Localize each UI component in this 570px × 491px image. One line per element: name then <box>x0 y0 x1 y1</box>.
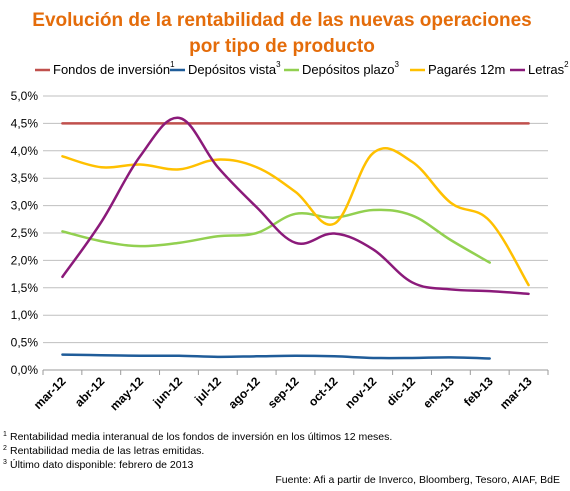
x-tick-label: may-12 <box>107 374 146 413</box>
footnotes: 1 Rentabilidad media interanual de los f… <box>3 431 392 471</box>
footnote-3: Último dato disponible: febrero de 2013 <box>10 458 193 471</box>
footnote-1-marker: 1 <box>3 431 7 438</box>
y-tick-label: 2,5% <box>11 226 39 240</box>
y-tick-label: 2,0% <box>11 253 39 267</box>
legend-label: Depósitos vista <box>188 62 277 77</box>
x-tick-label: abr-12 <box>72 374 108 410</box>
x-axis-ticks: mar-12 abr-12 may-12 jun-12 jul-12 ago-12 sep-… <box>31 374 535 413</box>
source-note: Fuente: Afi a partir de Inverco, Bloombe… <box>275 474 560 486</box>
legend-label: Depósitos plazo <box>302 62 395 77</box>
series-line-5 <box>61 116 530 296</box>
x-tick-label: nov-12 <box>342 374 379 411</box>
footnote-1: Rentabilidad media interanual de los fon… <box>10 431 392 443</box>
chart-title-line-2: por tipo de producto <box>189 36 375 57</box>
y-tick-label: 4,5% <box>11 116 39 130</box>
footnote-2-marker: 2 <box>3 445 7 452</box>
y-tick-label: 3,5% <box>11 171 39 185</box>
legend-label: Pagarés 12m <box>428 62 505 77</box>
grid <box>42 95 549 375</box>
footnote-2: Rentabilidad media de las letras emitida… <box>10 445 204 457</box>
legend-footnote-marker: 3 <box>395 60 400 69</box>
x-tick-label: jun-12 <box>149 374 185 410</box>
y-axis-ticks: 0,0% 0,5% 1,0% 1,5% 2,0% 2,5% 3,0% 3,5% 4,0% 4,5%… <box>11 89 39 377</box>
x-tick-label: ago-12 <box>226 374 263 411</box>
chart-title-line-1: Evolución de la rentabilidad de las nuev… <box>32 10 531 31</box>
series-line-3 <box>61 208 491 264</box>
y-tick-label: 5,0% <box>11 89 39 103</box>
legend-footnote-marker: 2 <box>564 60 569 69</box>
y-tick-label: 1,0% <box>11 308 39 322</box>
series-line-2 <box>61 353 491 360</box>
x-tick-label: feb-13 <box>461 374 496 409</box>
y-tick-label: 0,0% <box>11 363 39 377</box>
x-tick-label: sep-12 <box>265 374 302 411</box>
legend-footnote-marker: 1 <box>170 60 175 69</box>
series-line-4 <box>61 147 530 287</box>
series-lines <box>61 116 530 360</box>
x-tick-label: ene-13 <box>420 374 457 411</box>
x-tick-label: mar-12 <box>31 374 69 412</box>
legend-label: Fondos de inversión <box>53 62 170 77</box>
x-tick-label: oct-12 <box>306 374 341 409</box>
y-tick-label: 1,5% <box>11 281 39 295</box>
legend-footnote-marker: 3 <box>276 60 281 69</box>
y-tick-label: 3,0% <box>11 199 39 213</box>
x-tick-label: jul-12 <box>191 374 224 407</box>
x-tick-label: dic-12 <box>384 374 419 409</box>
legend: Fondos de inversión 1 Depósitos vista 3 Depó… <box>35 60 569 77</box>
footnote-3-marker: 3 <box>3 459 7 466</box>
x-tick-label: mar-13 <box>497 374 535 412</box>
y-tick-label: 0,5% <box>11 336 39 350</box>
legend-label: Letras <box>528 62 565 77</box>
y-tick-label: 4,0% <box>11 144 39 158</box>
